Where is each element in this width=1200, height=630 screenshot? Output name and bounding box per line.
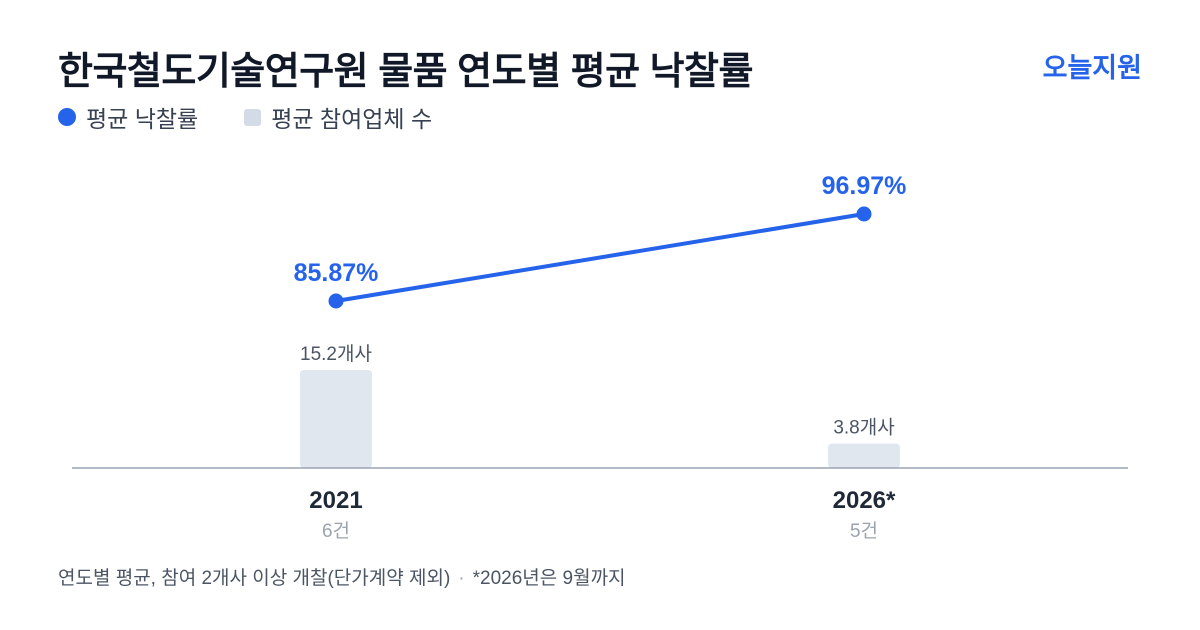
chart-legend: 평균 낙찰률 평균 참여업체 수 [58, 100, 478, 134]
bar-value-label: 3.8개사 [833, 417, 894, 439]
legend-square-icon [244, 108, 262, 126]
x-tick-label: 2026* [833, 487, 896, 514]
brand-logo: 오늘지원 [1042, 53, 1142, 83]
legend-item-bidders: 평균 참여업체 수 [244, 100, 432, 134]
bar [828, 443, 900, 468]
legend-item-rate: 평균 낙찰률 [58, 100, 198, 134]
legend-label-bidders: 평균 참여업체 수 [271, 106, 433, 132]
footnote-note: *2026년은 9월까지 [472, 568, 626, 589]
bar-value-label: 15.2개사 [300, 343, 372, 365]
line-point [328, 293, 344, 309]
legend-dot-icon [58, 108, 76, 126]
x-tick-label: 2021 [309, 487, 362, 514]
line-point [856, 206, 872, 222]
footnote-separator: · [458, 568, 465, 589]
legend-label-rate: 평균 낙찰률 [86, 106, 199, 132]
footnote-text: 연도별 평균, 참여 2개사 이상 개찰(단가계약 제외) [58, 568, 451, 589]
series-line-rate [334, 212, 866, 303]
bar [300, 370, 372, 468]
category-count-label: 5건 [850, 520, 878, 542]
page-title: 한국철도기술연구원 물품 연도별 평균 낙찰률 [58, 51, 753, 93]
category-count-label: 6건 [322, 520, 350, 542]
footnote: 연도별 평균, 참여 2개사 이상 개찰(단가계약 제외) · *2026년은 9월… [58, 563, 626, 590]
line-value-label: 96.97% [822, 172, 907, 200]
line-value-label: 85.87% [294, 259, 379, 287]
